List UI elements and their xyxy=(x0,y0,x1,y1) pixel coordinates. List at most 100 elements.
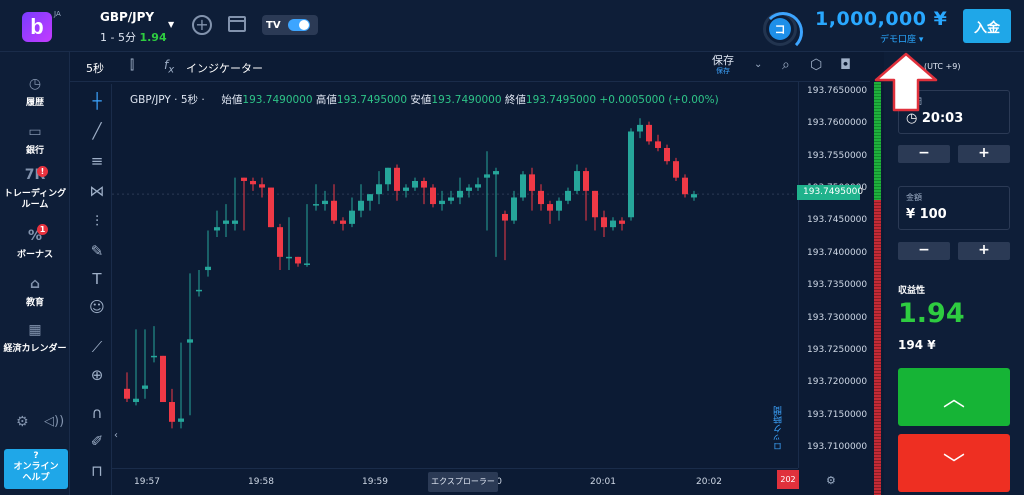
candle-body xyxy=(637,124,643,132)
candle-body xyxy=(520,174,526,198)
account-balance[interactable]: 1,000,000 ¥ xyxy=(815,8,948,30)
camera-icon[interactable]: ◘ xyxy=(840,57,852,73)
account-avatar-letter: コ xyxy=(769,18,791,40)
magnet-icon[interactable]: ∩ xyxy=(91,404,103,422)
price-axis-label: 193.7200000 xyxy=(807,377,868,388)
price-axis-label: 193.7400000 xyxy=(807,247,868,258)
account-mode-selector[interactable]: デモ口座 ▾ xyxy=(880,32,923,45)
zoom-in-icon[interactable]: ⊕ xyxy=(90,366,104,384)
price-axis[interactable]: 193.7650000193.7600000193.7550000193.750… xyxy=(798,82,867,468)
yield-amount: 194 ¥ xyxy=(898,338,936,352)
asset-details[interactable]: 1 - 5分 1.94 xyxy=(100,29,167,45)
sidebar-item-label: ボーナス xyxy=(16,250,53,260)
amount-minus-button[interactable]: − xyxy=(898,242,950,260)
buy-up-button[interactable]: ︿ xyxy=(898,368,1010,426)
sidebar-item-label-line1: トレーディング xyxy=(3,189,67,199)
amount-plus-button[interactable]: + xyxy=(958,242,1010,260)
interval-selector[interactable]: 5秒 xyxy=(86,62,104,75)
layout-button[interactable] xyxy=(228,16,246,32)
legend-change: +0.0005000 (+0.00%) xyxy=(599,94,719,106)
add-chart-button[interactable]: + xyxy=(192,15,212,35)
trend-line-icon[interactable]: ╱ xyxy=(92,122,102,140)
brand-logo[interactable]: b xyxy=(22,12,52,42)
candle-body xyxy=(403,187,409,191)
candle-body xyxy=(466,187,472,191)
candle-body xyxy=(529,174,535,191)
sidebar-item-bonus[interactable]: % 1 ボーナス xyxy=(0,224,70,260)
asset-name[interactable]: GBP/JPY xyxy=(100,10,155,24)
yield-value: 1.94 xyxy=(898,298,965,329)
chart-settings-icon[interactable]: ⚙ xyxy=(826,474,836,487)
clock-icon: ◷ xyxy=(906,111,918,126)
legend-low-label: 安値 xyxy=(410,94,432,106)
explorer-button[interactable]: エクスプローラー xyxy=(428,472,498,492)
amount-field[interactable]: 金額 ¥ 100 xyxy=(898,186,1010,230)
save-button[interactable]: 保存 保存 xyxy=(712,55,734,77)
indicators-button[interactable]: インジケーター xyxy=(186,62,263,75)
time-plus-button[interactable]: + xyxy=(958,145,1010,163)
sidebar-item-education[interactable]: ⌂ 教育 xyxy=(0,276,70,308)
sidebar-item-history[interactable]: ◷ 履歴 xyxy=(0,76,70,108)
ruler-icon[interactable]: ⟋ xyxy=(91,338,103,356)
candle-body xyxy=(277,227,283,257)
time-axis-label: 19:57 xyxy=(134,477,160,487)
fib-lines-icon[interactable]: ≡ xyxy=(90,152,104,170)
collapse-toolbar-icon[interactable]: ‹ xyxy=(114,430,118,441)
candle-body xyxy=(169,402,175,422)
candle-body xyxy=(385,167,391,185)
settings-hexagon-icon[interactable]: ⬡ xyxy=(810,57,823,73)
settings-gear-icon[interactable]: ⚙ xyxy=(16,414,29,430)
candle-body xyxy=(160,355,166,403)
candle-body xyxy=(691,194,697,198)
candle-body xyxy=(214,227,220,231)
channel-icon[interactable]: ⫶ xyxy=(95,212,99,230)
account-avatar[interactable]: コ xyxy=(763,12,803,52)
sidebar-item-bank[interactable]: ▭ 銀行 xyxy=(0,124,70,156)
text-tool-icon[interactable]: T xyxy=(92,270,102,288)
help-label-line1: オンライン xyxy=(13,462,59,472)
time-minus-button[interactable]: − xyxy=(898,145,950,163)
price-axis-label: 193.7650000 xyxy=(807,86,868,96)
legend-open-label: 始値 xyxy=(221,94,243,106)
lock-drawing-icon[interactable]: ✐ xyxy=(90,432,104,450)
quick-search-icon[interactable]: ⌕ xyxy=(782,57,790,73)
candle-body xyxy=(556,200,562,211)
candle-body xyxy=(205,266,211,271)
candle-body xyxy=(187,339,193,343)
sell-down-button[interactable]: ﹀ xyxy=(898,434,1010,492)
crosshair-icon[interactable]: ┼ xyxy=(92,92,102,110)
chevron-down-icon[interactable]: ⌄ xyxy=(754,59,763,70)
pattern-icon[interactable]: ⋈ xyxy=(89,182,105,200)
brush-icon[interactable]: ✎ xyxy=(90,242,104,260)
tradingview-toggle[interactable]: TV xyxy=(262,15,318,35)
sentiment-down xyxy=(874,200,881,495)
online-help-button[interactable]: ? オンライン ヘルプ xyxy=(4,449,68,489)
sidebar-item-economic-calendar[interactable]: ▦ 経済カレンダー xyxy=(0,322,70,354)
lock-icon[interactable]: ⊓ xyxy=(91,462,103,480)
emoji-icon[interactable]: ☺ xyxy=(89,298,105,316)
count-badge: 1 xyxy=(37,224,48,235)
legend-close: 193.7495000 xyxy=(525,94,597,106)
candle-body xyxy=(151,355,157,358)
price-axis-label: 193.7350000 xyxy=(807,280,868,291)
help-label-line2: ヘルプ xyxy=(22,473,50,483)
time-value: 20:03 xyxy=(921,111,964,126)
candle-body xyxy=(664,147,670,162)
save-label: 保存 xyxy=(712,54,734,67)
candle-body xyxy=(412,180,418,188)
sound-icon[interactable]: ◁)) xyxy=(44,414,65,429)
asset-dropdown-icon[interactable]: ▼ xyxy=(168,20,175,29)
deposit-button[interactable]: 入金 xyxy=(963,9,1011,43)
time-axis-label: 19:58 xyxy=(248,477,274,487)
candle-body xyxy=(196,289,202,292)
candle-type-icon[interactable]: ⫿ xyxy=(130,58,135,73)
sidebar-item-trading-room[interactable]: 7R! トレーディング ルーム xyxy=(0,166,70,211)
price-axis-label: 193.7100000 xyxy=(807,442,868,452)
price-axis-label: 193.7300000 xyxy=(807,312,868,323)
candle-body xyxy=(610,220,616,228)
language-indicator[interactable]: JA xyxy=(54,10,61,18)
candlestick-chart[interactable] xyxy=(112,82,798,468)
fx-icon[interactable]: fx xyxy=(164,58,175,76)
graduation-cap-icon: ⌂ xyxy=(29,276,41,292)
